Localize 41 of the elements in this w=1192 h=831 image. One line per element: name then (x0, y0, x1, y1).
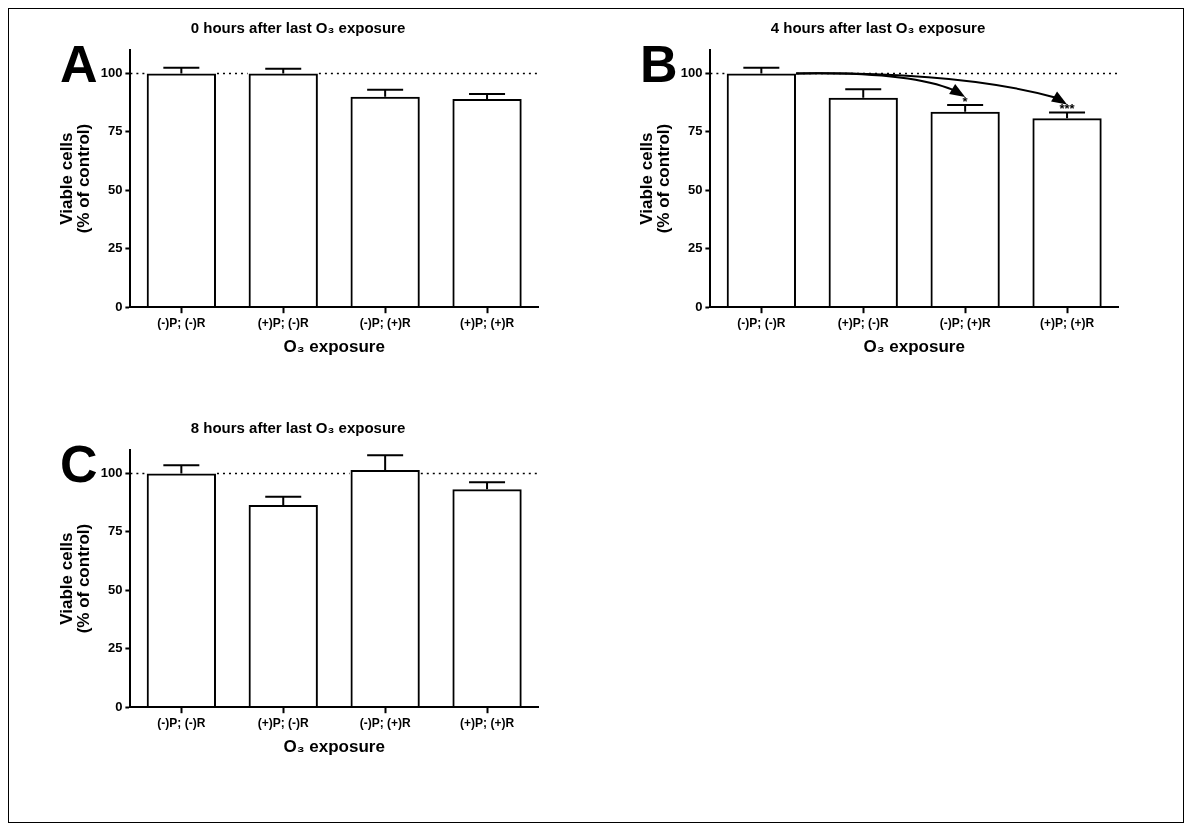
y-tick-label: 100 (100, 64, 123, 80)
x-axis-title: O₃ exposure (283, 337, 385, 357)
x-tick-label: (+)P; (-)R (257, 715, 310, 730)
y-tick-label: 75 (107, 123, 123, 139)
annotation: * (962, 93, 968, 109)
x-tick-label: (-)P; (-)R (737, 315, 786, 330)
y-tick-label: 75 (107, 523, 123, 539)
y-tick-label: 25 (107, 640, 123, 656)
y-tick-label: 50 (107, 581, 123, 597)
x-tick-label: (+)P; (+)R (460, 715, 515, 730)
x-tick-label: (-)P; (+)R (939, 315, 991, 330)
chart-title: 0 hours after last O₃ exposure (190, 19, 406, 37)
x-tick-label: (-)P; (+)R (359, 715, 411, 730)
y-tick-label: 0 (115, 698, 123, 714)
text: C (60, 435, 98, 494)
x-tick-label: (+)P; (-)R (837, 315, 890, 330)
x-axis-title: O₃ exposure (863, 337, 965, 357)
x-tick-label: (-)P; (-)R (157, 715, 206, 730)
y-tick-label: 100 (100, 464, 123, 480)
x-tick-label: (+)P; (+)R (460, 315, 515, 330)
y-tick-label: 25 (107, 240, 123, 256)
y-tick-label: 100 (680, 64, 703, 80)
text: B (640, 35, 678, 94)
x-axis-title: O₃ exposure (283, 737, 385, 757)
y-axis-title: Viable cells (% of control) (56, 123, 94, 234)
y-axis-title: Viable cells (% of control) (56, 523, 94, 634)
y-tick-label: 50 (687, 181, 703, 197)
y-tick-label: 25 (687, 240, 703, 256)
y-axis-title: Viable cells (% of control) (636, 123, 674, 234)
chart-title: 8 hours after last O₃ exposure (190, 419, 406, 437)
x-tick-label: (+)P; (-)R (257, 315, 310, 330)
x-tick-label: (+)P; (+)R (1040, 315, 1095, 330)
y-tick-label: 0 (695, 298, 703, 314)
x-tick-label: (-)P; (+)R (359, 315, 411, 330)
annotation: *** (1059, 100, 1075, 116)
y-tick-label: 0 (115, 298, 123, 314)
y-tick-label: 75 (687, 123, 703, 139)
chart-title: 4 hours after last O₃ exposure (770, 19, 986, 37)
y-tick-label: 50 (107, 181, 123, 197)
text: A (60, 35, 98, 94)
x-tick-label: (-)P; (-)R (157, 315, 206, 330)
